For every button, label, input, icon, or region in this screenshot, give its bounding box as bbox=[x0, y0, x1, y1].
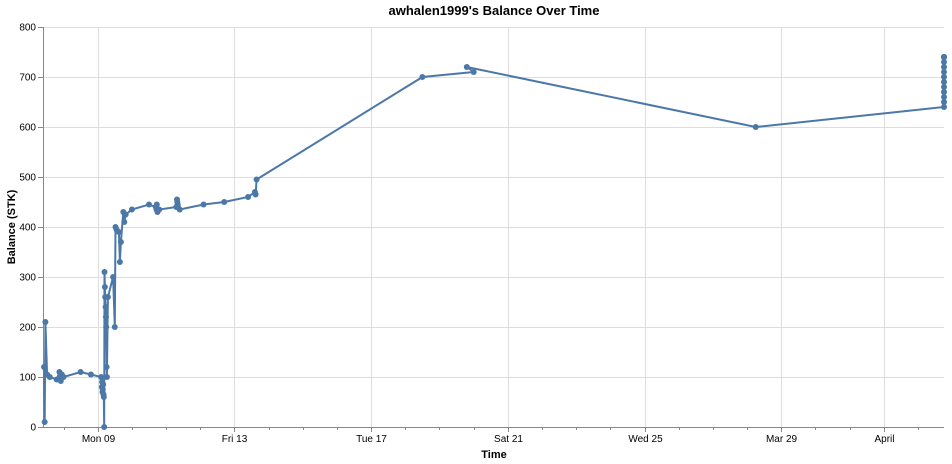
data-point bbox=[221, 199, 228, 205]
data-point bbox=[200, 201, 207, 208]
data-point bbox=[103, 324, 110, 330]
chart-title: awhalen1999's Balance Over Time bbox=[389, 3, 600, 18]
data-point bbox=[116, 259, 123, 265]
data-point bbox=[941, 74, 947, 80]
data-point bbox=[103, 374, 110, 380]
data-point bbox=[153, 201, 160, 208]
data-point bbox=[941, 79, 947, 85]
data-point bbox=[103, 364, 110, 370]
x-gridlines bbox=[98, 27, 885, 427]
x-tick-label: Tue 17 bbox=[356, 434, 387, 445]
x-tick-label: April bbox=[874, 434, 894, 445]
data-point bbox=[252, 191, 259, 198]
data-point bbox=[77, 369, 84, 375]
x-axis-title: Time bbox=[481, 449, 506, 461]
data-point bbox=[470, 69, 477, 75]
series-line bbox=[43, 57, 945, 428]
series-balance bbox=[41, 54, 947, 430]
data-point bbox=[176, 206, 183, 213]
data-point bbox=[101, 269, 108, 275]
data-point bbox=[41, 419, 48, 425]
data-point bbox=[100, 394, 107, 400]
y-tick-label: 800 bbox=[19, 23, 36, 34]
data-point bbox=[98, 374, 105, 380]
data-point bbox=[122, 211, 129, 218]
x-tick-label: Sat 21 bbox=[494, 434, 523, 445]
x-tick-label: Mar 29 bbox=[766, 434, 798, 445]
y-gridlines bbox=[43, 27, 944, 428]
y-tick-label: 200 bbox=[19, 323, 36, 334]
data-point bbox=[463, 64, 470, 70]
x-tick-label: Fri 13 bbox=[222, 434, 248, 445]
data-point bbox=[253, 176, 260, 183]
data-point bbox=[752, 124, 759, 130]
y-tick-label: 700 bbox=[19, 73, 36, 84]
y-axis-title: Balance (STK) bbox=[6, 189, 18, 264]
data-point bbox=[419, 74, 426, 80]
data-point bbox=[941, 89, 947, 95]
data-point bbox=[117, 239, 124, 245]
data-point bbox=[156, 206, 163, 213]
data-point bbox=[99, 386, 106, 393]
data-point bbox=[121, 219, 128, 225]
data-point bbox=[941, 84, 947, 90]
y-tick-label: 400 bbox=[19, 223, 36, 234]
data-point bbox=[42, 319, 49, 325]
y-tick-label: 100 bbox=[19, 373, 36, 384]
data-point bbox=[110, 274, 117, 280]
data-point bbox=[146, 201, 152, 208]
y-axis: 0 100 200 300 400 500 600 700 800 bbox=[19, 23, 43, 434]
data-point bbox=[60, 374, 67, 380]
data-point bbox=[941, 69, 947, 75]
data-point bbox=[245, 194, 252, 200]
data-point bbox=[941, 99, 947, 105]
x-tick-label: Mon 09 bbox=[82, 434, 116, 445]
x-axis: Mon 09 Fri 13 Tue 17 Sat 21 Wed 25 Mar 29 Apri… bbox=[64, 427, 919, 445]
data-point bbox=[104, 294, 111, 300]
data-point bbox=[46, 374, 53, 380]
data-point bbox=[941, 94, 947, 100]
y-tick-label: 600 bbox=[19, 123, 36, 134]
data-point bbox=[102, 304, 109, 310]
data-point bbox=[941, 104, 947, 110]
data-point bbox=[941, 64, 947, 70]
x-tick-label: Wed 25 bbox=[628, 434, 663, 445]
y-tick-label: 0 bbox=[30, 423, 36, 434]
y-tick-label: 300 bbox=[19, 273, 36, 284]
data-point bbox=[101, 284, 108, 290]
data-point bbox=[87, 371, 94, 378]
data-point bbox=[100, 381, 107, 388]
data-point bbox=[115, 229, 122, 235]
y-tick-label: 500 bbox=[19, 173, 36, 184]
data-point bbox=[101, 424, 108, 430]
data-point bbox=[111, 324, 118, 330]
data-point bbox=[941, 54, 947, 60]
data-point bbox=[128, 206, 135, 213]
data-point bbox=[102, 314, 109, 320]
data-point bbox=[941, 59, 947, 65]
data-point bbox=[41, 364, 47, 370]
